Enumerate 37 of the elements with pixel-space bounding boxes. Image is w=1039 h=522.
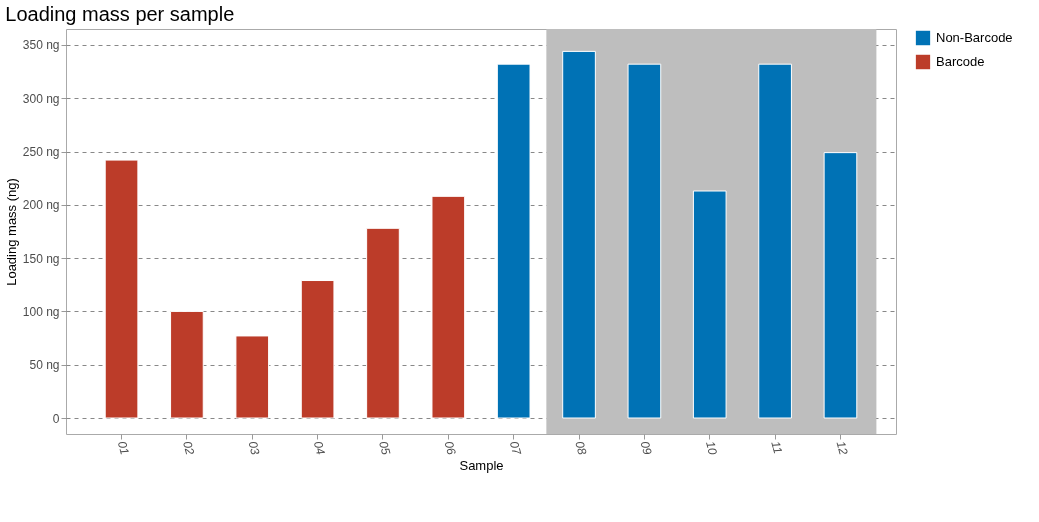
x-tick-label: 06 [441,439,459,457]
x-axis-title: Sample [459,457,504,473]
bar [823,152,858,419]
y-tick-label: 50 ng [29,358,60,373]
bar [104,159,139,419]
y-tick-label: 200 ng [22,198,60,213]
x-tick-label: 04 [310,439,328,457]
y-tick-label: 300 ng [22,91,60,106]
y-tick-label: 150 ng [22,251,60,266]
chart-title: Loading mass per sample [5,3,235,25]
x-tick-label: 12 [833,439,851,457]
y-tick-label: 100 ng [22,304,60,319]
x-tick-label: 11 [768,439,786,456]
bar [627,63,662,419]
x-tick-label: 03 [245,439,263,457]
bar [758,63,792,419]
x-tick-label: 01 [114,439,132,457]
bar [562,50,596,419]
x-tick-label: 07 [506,439,525,458]
x-tick-label: 02 [180,439,198,457]
y-tick-label: 0 [52,411,60,426]
y-tick-label: 350 ng [22,38,60,53]
legend-label: Non-Barcode [936,30,1013,45]
bar [366,227,400,419]
x-tick-label: 08 [572,439,590,457]
bar [692,190,727,419]
bar [235,335,270,419]
y-axis-title: Loading mass (ng) [3,178,19,286]
x-tick-label: 09 [637,439,655,457]
x-tick-label: 05 [376,439,394,457]
bar [170,310,204,419]
bar [300,280,335,419]
x-tick-label: 10 [702,439,721,457]
legend-label: Barcode [936,54,985,69]
y-tick-label: 250 ng [22,145,60,160]
bar [496,63,531,419]
bar [431,195,466,419]
